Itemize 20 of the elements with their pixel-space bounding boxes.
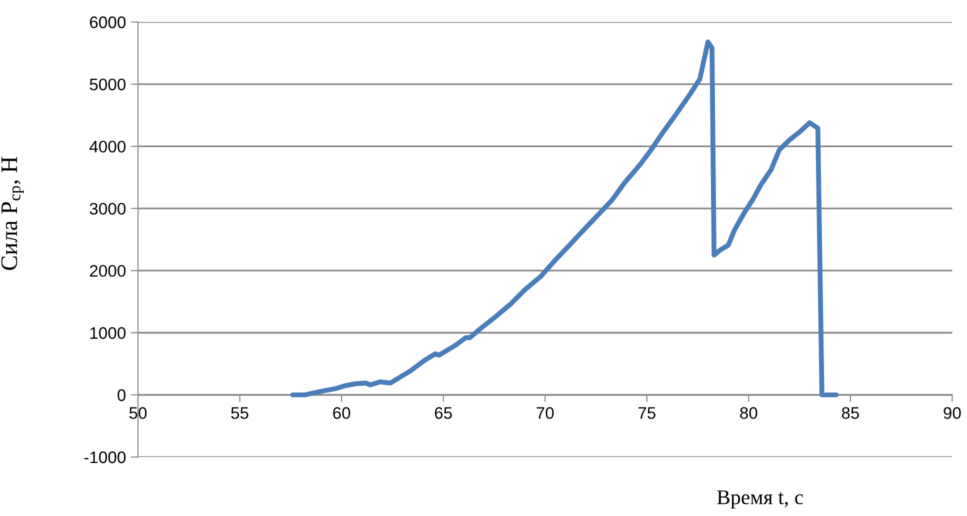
y-tick-label: -1000	[84, 451, 126, 464]
x-tick-label: 60	[333, 407, 350, 419]
y-axis-title: Сила P$_{ср}$, Н	[1, 156, 24, 270]
y-tick-label: 0	[118, 389, 126, 402]
x-tick-label: 70	[536, 407, 554, 419]
y-tick-label: 2000	[90, 265, 126, 277]
x-tick-label: 80	[740, 407, 758, 419]
x-tick-label: 50	[129, 407, 147, 419]
x-tick-label: 90	[944, 407, 961, 419]
line-series	[290, 39, 839, 398]
x-tick-label: 85	[842, 407, 859, 419]
x-tick-label: 55	[231, 407, 248, 419]
y-tick-label: 6000	[90, 16, 126, 28]
y-tick-label: 4000	[89, 140, 126, 153]
x-tick-label: 75	[638, 407, 656, 419]
x-tick-label: 65	[434, 407, 452, 419]
x-axis-title: Время t, с	[717, 490, 803, 509]
y-tick-label: 5000	[90, 78, 126, 90]
y-tick-label: 3000	[90, 202, 126, 215]
y-tick-label: 1000	[90, 327, 126, 339]
